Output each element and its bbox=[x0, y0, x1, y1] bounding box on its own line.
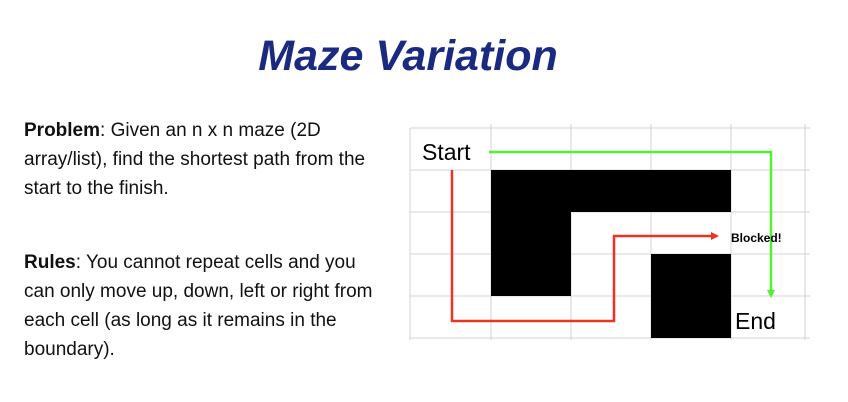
wall-left bbox=[491, 212, 571, 296]
maze-svg: Start End Blocked! bbox=[409, 124, 810, 340]
problem-label: Problem bbox=[24, 120, 101, 141]
success-path bbox=[489, 150, 775, 298]
rules-statement: Rules: You cannot repeat cells and you c… bbox=[24, 248, 384, 364]
problem-text: : Given an n x n maze (2D array/list), f… bbox=[24, 120, 366, 199]
problem-statement: Problem: Given an n x n maze (2D array/l… bbox=[24, 116, 384, 203]
rules-label: Rules bbox=[24, 252, 76, 273]
end-label: End bbox=[735, 308, 776, 334]
wall-bottom-right bbox=[651, 254, 731, 338]
rules-text: : You cannot repeat cells and you can on… bbox=[24, 252, 373, 360]
blocked-path bbox=[450, 170, 719, 323]
maze-diagram: Start End Blocked! bbox=[405, 118, 815, 350]
maze-walls bbox=[491, 170, 731, 338]
start-label: Start bbox=[422, 139, 471, 165]
slide-title: Maze Variation bbox=[258, 32, 558, 80]
blocked-label: Blocked! bbox=[731, 231, 782, 245]
wall-top bbox=[491, 170, 731, 212]
